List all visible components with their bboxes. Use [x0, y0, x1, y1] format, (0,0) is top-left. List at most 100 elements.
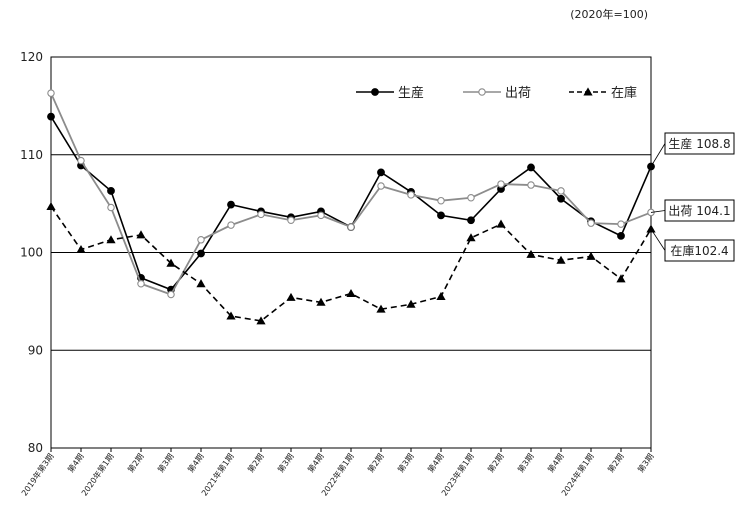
callout-生産: 生産 108.8	[650, 132, 735, 167]
x-tick-label: 第4期	[545, 451, 565, 474]
series-line	[50, 206, 652, 322]
unit-note: (2020年=100)	[570, 8, 648, 21]
data-point	[286, 292, 296, 301]
data-point	[526, 249, 536, 258]
x-tick-label: 第2期	[125, 451, 145, 474]
y-tick-label: 120	[20, 50, 43, 64]
data-point	[467, 194, 475, 202]
legend: 生産 出荷 在庫	[356, 85, 637, 101]
data-point	[107, 187, 115, 195]
data-point	[377, 182, 385, 190]
data-point	[437, 196, 445, 205]
data-point	[47, 89, 55, 97]
callout-出荷: 出荷 104.1	[650, 199, 735, 222]
legend-item-出荷: 出荷	[463, 86, 531, 101]
x-tick-labels: 2019年第3期 第4期2020年第1期 第2期 第3期 第4期2021年第1期 第2期第…	[19, 451, 656, 497]
data-point	[287, 216, 295, 224]
data-point	[106, 235, 116, 244]
data-point	[557, 187, 565, 195]
legend-item-在庫: 在庫	[569, 86, 637, 101]
y-tick-label: 90	[28, 343, 43, 357]
data-point	[617, 220, 625, 228]
data-point	[406, 299, 416, 308]
callout-leader	[650, 228, 666, 251]
data-point	[586, 251, 596, 260]
series	[46, 89, 656, 325]
data-point	[556, 255, 566, 264]
data-point	[137, 280, 145, 288]
legend-marker	[583, 87, 593, 96]
callout-box	[664, 132, 735, 155]
y-tick-label: 110	[20, 148, 43, 162]
series-生産	[47, 112, 655, 294]
x-tick-label: 第2期	[605, 451, 625, 474]
x-tick-label: 第2期	[245, 451, 265, 474]
data-point	[46, 201, 56, 211]
y-tick-labels: 80 90 100 110 120	[20, 50, 43, 455]
x-tick-label: 第3期	[395, 451, 415, 474]
legend-label: 在庫	[611, 86, 637, 101]
y-tick-label: 100	[20, 246, 43, 260]
callout-leader	[650, 210, 666, 213]
data-point	[317, 211, 325, 220]
data-point	[257, 210, 265, 219]
data-point	[196, 279, 206, 288]
data-point	[466, 233, 476, 242]
x-tick-label: 2019年第3期	[19, 451, 56, 497]
legend-label: 出荷	[505, 86, 531, 101]
data-point	[76, 244, 86, 254]
data-point	[346, 288, 356, 298]
callout-在庫: 在庫102.4	[650, 228, 735, 262]
data-point	[527, 163, 535, 172]
data-point	[226, 311, 236, 320]
data-point	[136, 230, 146, 239]
legend-item-生産: 生産	[356, 85, 424, 101]
x-tick-label: 第4期	[65, 451, 85, 474]
data-point	[167, 290, 175, 299]
callout-label: 生産 108.8	[668, 136, 730, 151]
callout-box	[664, 239, 735, 262]
data-point	[197, 236, 205, 244]
x-tick-label: 第3期	[515, 451, 535, 474]
callout-leader	[650, 143, 666, 167]
x-tick-label: 第2期	[365, 451, 385, 474]
callout-label: 在庫102.4	[670, 244, 728, 258]
data-point	[496, 219, 506, 228]
data-point	[497, 180, 505, 188]
x-tick-label: 第4期	[305, 451, 325, 474]
data-point	[347, 223, 355, 231]
data-point	[77, 156, 85, 165]
legend-marker	[371, 88, 379, 96]
data-point	[376, 304, 386, 313]
legend-label: 生産	[398, 85, 424, 101]
end-value-callouts: 生産 108.8 出荷 104.1 在庫102.4	[650, 132, 735, 262]
data-point	[316, 297, 326, 306]
data-point	[647, 162, 655, 171]
data-point	[227, 221, 235, 229]
series-出荷	[47, 89, 655, 299]
callout-box	[664, 199, 735, 222]
data-point	[227, 200, 235, 209]
x-tick-label: 第3期	[635, 451, 655, 474]
data-point	[197, 249, 205, 258]
data-point	[437, 211, 445, 220]
data-point	[467, 216, 475, 225]
data-point	[436, 291, 446, 300]
grid-lines	[51, 154, 651, 351]
data-point	[616, 274, 626, 283]
data-point	[47, 112, 55, 121]
data-point	[377, 168, 385, 177]
x-tick-label: 第3期	[155, 451, 175, 474]
x-tick-label: 第4期	[185, 451, 205, 474]
data-point	[557, 194, 565, 203]
y-tick-label: 80	[28, 441, 43, 455]
x-tick-label: 第4期	[425, 451, 445, 474]
data-point	[587, 219, 595, 227]
x-tick-label: 第3期	[275, 451, 295, 474]
data-point	[256, 316, 266, 325]
data-point	[407, 191, 415, 199]
data-point	[646, 224, 656, 233]
data-point	[166, 258, 176, 267]
legend-marker	[478, 88, 486, 96]
